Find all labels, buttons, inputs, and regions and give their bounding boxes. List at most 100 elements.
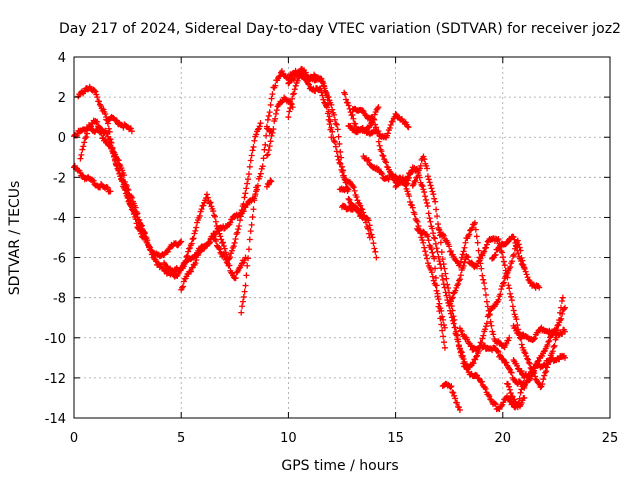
data-point [268,178,275,185]
data-point [78,151,85,158]
data-point [332,120,339,127]
data-point [81,139,88,146]
data-point [218,236,225,243]
data-point [423,199,430,206]
data-point [501,262,508,269]
data-point [371,245,378,252]
data-point [269,91,276,98]
data-point [424,260,431,267]
data-point [259,163,266,170]
data-point [238,309,245,316]
data-point [330,134,337,141]
data-point [239,298,246,305]
data-point [455,280,462,287]
data-point [267,101,274,108]
data-point [83,133,90,140]
data-point [252,191,259,198]
data-point [405,124,412,131]
data-point [228,247,235,254]
data-point [434,213,441,220]
data-point [302,69,309,76]
data-point [213,229,220,236]
data-point [321,99,328,106]
data-point [462,239,469,246]
data-point [492,251,499,258]
data-point [443,275,450,282]
data-point [443,292,450,299]
data-point [359,206,366,213]
data-point [554,322,561,329]
data-point [415,169,422,176]
data-point [80,143,87,150]
data-point [192,227,199,234]
data-point [432,265,439,272]
data-point [531,336,538,343]
data-point [435,303,442,310]
data-point [507,290,514,297]
data-point [243,272,250,279]
data-point [185,248,192,255]
data-point [561,304,568,311]
data-point [524,355,531,362]
data-point [246,236,253,243]
data-point [263,123,270,130]
data-point [107,136,114,143]
y-tick-label: -8 [53,292,66,307]
data-point [115,167,122,174]
data-point [246,163,253,170]
data-point [212,218,219,225]
data-point [325,108,332,115]
data-point [107,142,114,149]
data-point [441,344,448,351]
data-point [497,291,504,298]
data-point [468,342,475,349]
data-point [444,281,451,288]
data-point [466,231,473,238]
data-point [509,303,516,310]
data-point [539,353,546,360]
data-point [334,126,341,133]
data-point [365,230,372,237]
data-point [431,235,438,242]
data-point [541,362,548,369]
data-point [349,182,356,189]
data-point [374,105,381,112]
data-point [550,343,557,350]
data-point [239,303,246,310]
data-point [113,117,120,124]
data-point [468,259,475,266]
data-point [248,221,255,228]
data-point [433,282,440,289]
data-point [127,125,134,132]
data-point [331,116,338,123]
data-point [534,358,541,365]
data-point [264,151,271,158]
data-point [460,263,467,270]
data-point [333,148,340,155]
data-point [474,263,481,270]
data-point [370,115,377,122]
data-point [290,76,297,83]
data-point [521,394,528,401]
data-point [241,194,248,201]
data-point [486,311,493,318]
data-point [432,198,439,205]
data-point [518,260,525,267]
data-point [450,320,457,327]
y-tick-label: 0 [58,131,66,146]
data-point [429,273,436,280]
data-point [455,404,462,411]
data-point [506,285,513,292]
data-point [351,187,358,194]
data-point [474,239,481,246]
data-point [561,328,568,335]
data-point [511,236,518,243]
data-point [553,325,560,332]
data-point [123,187,130,194]
data-point [226,262,233,269]
data-point [146,243,153,250]
data-point [449,307,456,314]
data-point [422,193,429,200]
data-point [433,287,440,294]
data-point [386,124,393,131]
